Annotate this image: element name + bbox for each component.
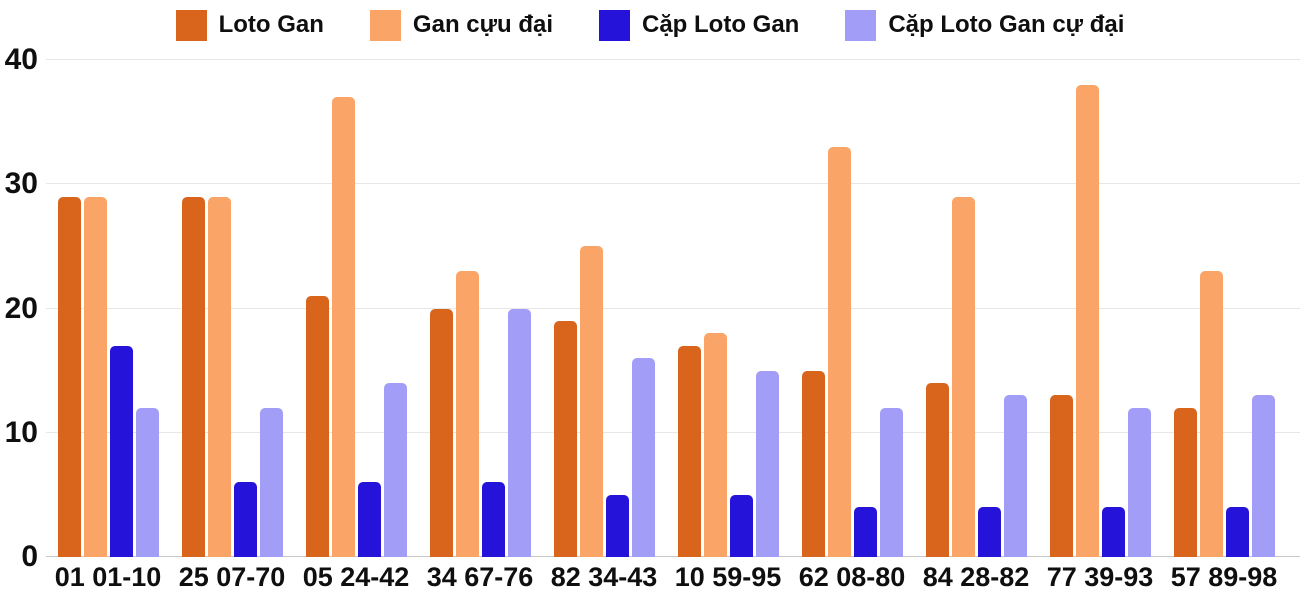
bar-series-0-cat-6[interactable] [801, 370, 825, 557]
bar-series-2-cat-1[interactable] [233, 482, 257, 557]
x-category-label-5: 10 59-95 [674, 562, 782, 592]
legend: Loto Gan Gan cựu đại Cặp Loto Gan Cặp Loto … [0, 4, 1300, 46]
bar-groups [46, 60, 1286, 557]
bar-series-3-cat-0[interactable] [135, 407, 159, 557]
bar-group-6 [790, 60, 914, 557]
bar-series-3-cat-8[interactable] [1127, 407, 1151, 557]
bar-series-0-cat-2[interactable] [305, 296, 329, 557]
x-category-label-3: 34 67-76 [426, 562, 534, 592]
bar-group-3 [418, 60, 542, 557]
bar-series-0-cat-8[interactable] [1049, 395, 1073, 557]
legend-label: Loto Gan [218, 11, 324, 38]
bar-series-0-cat-7[interactable] [925, 383, 949, 557]
x-category-label-0: 01 01-10 [54, 562, 162, 592]
bar-series-0-cat-4[interactable] [553, 320, 577, 557]
gridline-20 [46, 307, 1300, 309]
x-category-label-2: 05 24-42 [302, 562, 410, 592]
bar-series-3-cat-6[interactable] [879, 407, 903, 557]
x-category-label-6: 62 08-80 [798, 562, 906, 592]
bar-series-2-cat-8[interactable] [1101, 507, 1125, 557]
bar-series-3-cat-2[interactable] [383, 383, 407, 557]
gridline-30 [46, 183, 1300, 185]
bar-series-2-cat-2[interactable] [357, 482, 381, 557]
legend-swatch-icon [599, 9, 630, 41]
x-category-label-1: 25 07-70 [178, 562, 286, 592]
legend-label: Cặp Loto Gan cự đại [888, 11, 1125, 38]
x-axis-labels: 01 01-10 25 07-70 05 24-42 34 67-76 82 34-43… [46, 561, 1286, 593]
bar-series-3-cat-4[interactable] [631, 358, 655, 557]
legend-swatch-icon [845, 9, 877, 41]
bar-series-0-cat-9[interactable] [1173, 407, 1197, 557]
x-axis-baseline [46, 556, 1300, 557]
legend-item-2: Cặp Loto Gan [599, 9, 800, 41]
bar-group-4 [542, 60, 666, 557]
gridline-40 [46, 59, 1300, 60]
bar-series-0-cat-3[interactable] [429, 308, 453, 557]
bar-group-8 [1038, 60, 1162, 557]
bar-group-1 [170, 60, 294, 557]
bar-group-2 [294, 60, 418, 557]
bar-series-1-cat-5[interactable] [703, 333, 727, 557]
legend-item-1: Gan cựu đại [369, 9, 553, 41]
bar-group-5 [666, 60, 790, 557]
bar-series-0-cat-1[interactable] [181, 196, 205, 557]
bar-series-2-cat-4[interactable] [605, 494, 629, 557]
gridline-10 [46, 431, 1300, 433]
bar-series-1-cat-4[interactable] [579, 246, 603, 557]
y-tick-label-10: 10 [4, 415, 38, 449]
legend-label: Gan cựu đại [412, 11, 553, 38]
y-tick-label-20: 20 [4, 291, 38, 325]
bar-series-1-cat-2[interactable] [331, 97, 355, 557]
legend-swatch-icon [369, 9, 401, 41]
bar-series-0-cat-5[interactable] [677, 345, 701, 557]
y-tick-label-40: 40 [4, 43, 38, 76]
bar-group-7 [914, 60, 1038, 557]
bar-series-3-cat-1[interactable] [259, 407, 283, 557]
bar-series-3-cat-5[interactable] [755, 370, 779, 557]
bar-series-3-cat-7[interactable] [1003, 395, 1027, 557]
bar-series-1-cat-7[interactable] [951, 196, 975, 557]
y-tick-label-0: 0 [21, 540, 38, 573]
bar-series-2-cat-5[interactable] [729, 494, 753, 557]
bar-group-9 [1162, 60, 1286, 557]
bar-series-1-cat-1[interactable] [207, 196, 231, 557]
bar-series-1-cat-6[interactable] [827, 146, 851, 557]
bar-series-2-cat-7[interactable] [977, 507, 1001, 557]
bar-series-2-cat-3[interactable] [481, 482, 505, 557]
legend-label: Cặp Loto Gan [642, 11, 800, 38]
x-category-label-4: 82 34-43 [550, 562, 658, 592]
bar-series-2-cat-0[interactable] [109, 345, 133, 557]
bar-series-2-cat-6[interactable] [853, 507, 877, 557]
bar-series-1-cat-9[interactable] [1199, 271, 1223, 557]
bar-series-1-cat-8[interactable] [1075, 84, 1099, 557]
bar-series-0-cat-0[interactable] [57, 196, 81, 557]
bar-series-1-cat-3[interactable] [455, 271, 479, 557]
x-category-label-8: 77 39-93 [1046, 562, 1154, 592]
x-category-label-7: 84 28-82 [922, 562, 1030, 592]
x-category-label-9: 57 89-98 [1170, 562, 1278, 592]
bar-group-0 [46, 60, 170, 557]
bar-series-3-cat-3[interactable] [507, 308, 531, 557]
y-tick-label-30: 30 [4, 167, 38, 201]
legend-swatch-icon [175, 9, 207, 41]
bar-series-2-cat-9[interactable] [1225, 507, 1249, 557]
legend-item-3: Cặp Loto Gan cự đại [845, 9, 1125, 41]
bar-series-3-cat-9[interactable] [1251, 395, 1275, 557]
bar-series-1-cat-0[interactable] [83, 196, 107, 557]
plot-area [46, 59, 1300, 557]
legend-item-0: Loto Gan [175, 9, 324, 41]
